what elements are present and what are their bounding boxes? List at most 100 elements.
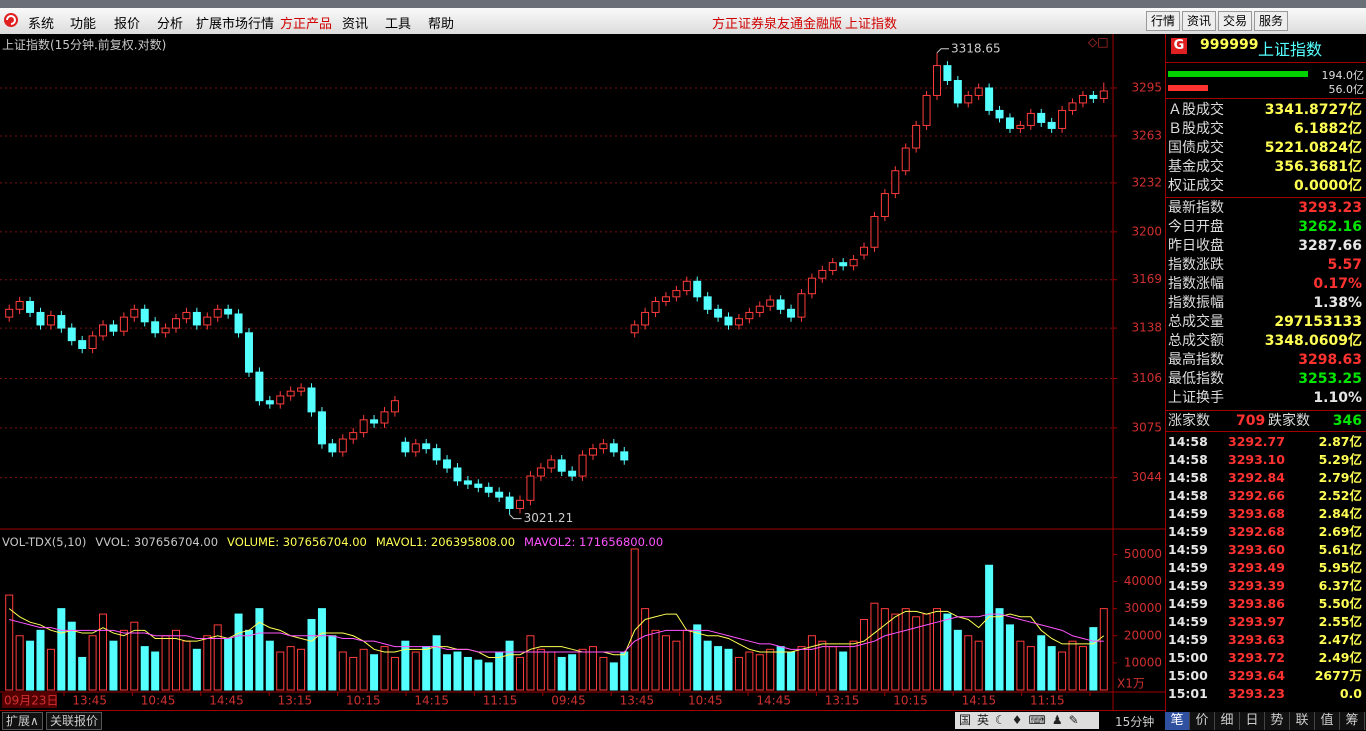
plot-bg (0, 34, 1165, 710)
volume-bar (714, 646, 723, 691)
volume-bar (328, 635, 337, 691)
row-value: 3293.23 (1298, 200, 1362, 216)
menu-item[interactable]: 报价 (114, 17, 141, 32)
volume-bar (1005, 624, 1014, 691)
candle-body (901, 147, 910, 172)
panel-tab[interactable]: 势 (1265, 712, 1290, 730)
candle-body (1089, 94, 1098, 99)
volume-bar (953, 629, 962, 691)
volume-bar (317, 608, 326, 691)
candle-body (922, 94, 931, 126)
menu-item[interactable]: 扩展市场行情 (196, 17, 275, 32)
volume-bar (234, 613, 243, 691)
tick-time: 14:58 (1168, 470, 1208, 485)
menu-item[interactable]: 资讯 (342, 17, 369, 32)
volume-bar (161, 635, 170, 691)
row-value: 6.1882亿 (1293, 121, 1362, 137)
volume-bar (255, 608, 264, 691)
menu-button[interactable]: 交易 (1218, 11, 1253, 31)
flow-bar (1168, 71, 1308, 77)
tick-row: 14:58 3292.84 2.79亿 (1166, 469, 1365, 487)
panel-tab[interactable]: 笔 (1165, 712, 1190, 730)
tick-price: 3292.77 (1228, 434, 1285, 449)
tick-time: 14:59 (1168, 632, 1208, 647)
tick-volume: 2.49亿 (1318, 650, 1362, 665)
candle-body (161, 327, 170, 334)
candle-body (78, 340, 87, 349)
x-tick-label: 14:45 (209, 694, 244, 708)
panel-tab[interactable]: 日 (1240, 712, 1265, 730)
row-label: 指数涨跌 (1168, 257, 1224, 273)
panel-tab[interactable]: 筹 (1340, 712, 1365, 730)
volume-bar (818, 640, 827, 691)
tick-row: 15:00 3293.64 2677万 (1166, 667, 1365, 685)
volume-bar (265, 640, 274, 691)
stat-row: 指数涨跌 5.57 (1166, 256, 1365, 275)
candle-body (265, 400, 274, 405)
candle-body (985, 87, 994, 111)
panel-tab[interactable]: 细 (1215, 712, 1240, 730)
panel-tab[interactable]: 值 (1315, 712, 1340, 730)
menu-button[interactable]: 资讯 (1182, 11, 1217, 31)
volume-bar (672, 640, 681, 691)
sep (1166, 431, 1366, 432)
row-value: 0.0000亿 (1293, 178, 1362, 194)
panel-tab[interactable]: 价 (1190, 712, 1215, 730)
volume-bar (516, 656, 525, 691)
tick-row: 14:59 3293.86 5.50亿 (1166, 595, 1365, 613)
candle-body (307, 387, 316, 413)
menu-item[interactable]: 方正产品 (280, 17, 333, 32)
menu-button[interactable]: 服务 (1254, 11, 1289, 31)
volume-bar (276, 651, 285, 691)
tick-volume: 2.79亿 (1318, 470, 1362, 485)
volume-bar (839, 651, 848, 691)
candle-body (557, 459, 566, 472)
sep (1166, 410, 1366, 411)
tick-price: 3293.39 (1228, 578, 1285, 593)
menu-item[interactable]: 工具 (385, 17, 412, 32)
menu-item[interactable]: 分析 (157, 17, 184, 32)
y-tick-label: 40000 (1124, 574, 1162, 588)
candle-body (807, 277, 816, 295)
candle-body (119, 316, 128, 332)
candle-body (328, 443, 337, 453)
volume-bar (46, 648, 55, 691)
tick-price: 3293.63 (1228, 632, 1285, 647)
row-label: 总成交额 (1168, 333, 1224, 349)
candle-body (1058, 109, 1067, 129)
candle-body (776, 299, 785, 310)
candle-body (547, 459, 556, 469)
stat-row: 最低指数 3253.25 (1166, 370, 1365, 389)
candle-body (599, 443, 608, 450)
candle-body (109, 324, 118, 332)
volume-bar (547, 651, 556, 691)
tick-time: 15:01 (1168, 686, 1208, 701)
menu-item[interactable]: 系统 (28, 17, 55, 32)
tick-volume: 6.37亿 (1318, 578, 1362, 593)
volume-bar (985, 564, 994, 691)
stat-row: 最新指数 3293.23 (1166, 199, 1365, 218)
tick-volume: 2.69亿 (1318, 524, 1362, 539)
candle-body (57, 315, 66, 329)
candle-body (943, 65, 952, 82)
row-label: 今日开盘 (1168, 219, 1224, 235)
volume-bar (349, 656, 358, 691)
bottom-button[interactable]: 关联报价 (46, 712, 103, 730)
volume-bar (776, 646, 785, 691)
candle-body (682, 280, 691, 292)
turnover-row: 权证成交 0.0000亿 (1166, 177, 1365, 196)
candle-body (286, 390, 295, 397)
candle-body (1068, 102, 1077, 111)
volume-bar (380, 646, 389, 691)
menu-button[interactable]: 行情 (1146, 11, 1181, 31)
panel-tab[interactable]: 联 (1290, 712, 1315, 730)
tick-volume: 2.52亿 (1318, 488, 1362, 503)
volume-bar (745, 651, 754, 691)
volume-header: VOL-TDX(5,10) VVOL: 307656704.00 VOLUME: 3… (2, 531, 672, 549)
bottom-button[interactable]: 扩展∧ (2, 712, 43, 730)
candle-body (536, 467, 545, 477)
tick-row: 14:59 3293.63 2.47亿 (1166, 631, 1365, 649)
menu-item[interactable]: 功能 (70, 17, 97, 32)
menu-item[interactable]: 帮助 (428, 17, 455, 32)
x-tick-label: 11:15 (483, 694, 518, 708)
